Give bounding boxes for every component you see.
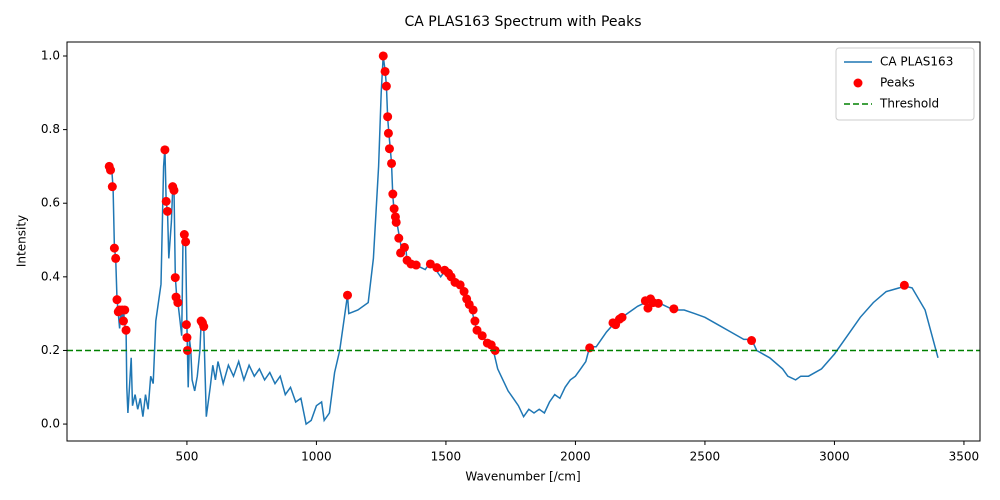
peak-point [432,263,442,273]
peak-point [388,189,398,199]
peak-point [617,312,627,322]
chart-title: CA PLAS163 Spectrum with Peaks [405,14,642,30]
peak-point [380,66,390,76]
peak-point [470,316,480,326]
legend-box [835,47,975,121]
peak-point [383,112,393,122]
plot-frame [66,41,981,442]
y-tick-label: 0.6 [41,196,60,210]
peak-point [653,298,663,308]
peak-point [381,81,391,91]
peak-point [477,331,487,341]
legend-label: CA PLAS163 [880,55,953,69]
x-tick-label: 1500 [431,450,462,464]
peak-point [387,158,397,168]
peak-point [343,290,353,300]
peak-point [179,230,189,240]
peak-point [121,325,131,335]
y-tick-label: 0.0 [41,417,60,431]
peak-point [160,145,170,155]
x-axis-label: Wavenumber [/cm] [465,470,580,484]
y-axis-label: Intensity [15,215,29,267]
y-tick-label: 0.8 [41,122,60,136]
x-tick-label: 2000 [560,450,591,464]
x-tick-label: 3500 [949,450,980,464]
peak-point [161,196,171,206]
x-tick-label: 500 [175,450,198,464]
x-tick-label: 3000 [819,450,850,464]
peak-point [384,144,394,154]
peak-point [383,128,393,138]
peak-point [747,336,757,346]
spectrum-line [108,55,939,426]
peak-point [899,280,909,290]
peak-point [468,305,478,315]
peak-point [169,185,179,195]
legend-label: Peaks [880,76,915,90]
legend-label: Threshold [879,97,939,111]
peak-point [173,298,183,308]
peak-point [459,287,469,297]
y-tick-label: 0.2 [41,343,60,357]
peak-point [181,237,191,247]
y-tick-label: 1.0 [41,48,60,62]
peak-point [378,51,388,61]
peak-point [162,206,172,216]
peak-point [411,260,421,270]
x-tick-label: 1000 [301,450,332,464]
peak-point [391,217,401,227]
peak-point [181,320,191,330]
peak-point [170,273,180,283]
x-tick-label: 2500 [690,450,721,464]
peak-point [112,295,122,305]
peak-point [111,253,121,263]
peak-point [182,333,192,343]
peak-point [394,233,404,243]
peak-point [389,204,399,214]
peak-point [455,280,465,290]
peak-point [199,322,209,332]
peak-point [399,242,409,252]
peak-point [106,165,116,175]
peak-point [118,316,128,326]
peak-point [669,304,679,314]
legend-swatch [853,78,863,88]
y-tick-label: 0.4 [41,269,60,283]
peak-point [109,243,119,253]
peak-point [107,182,117,192]
peak-point [120,305,130,315]
